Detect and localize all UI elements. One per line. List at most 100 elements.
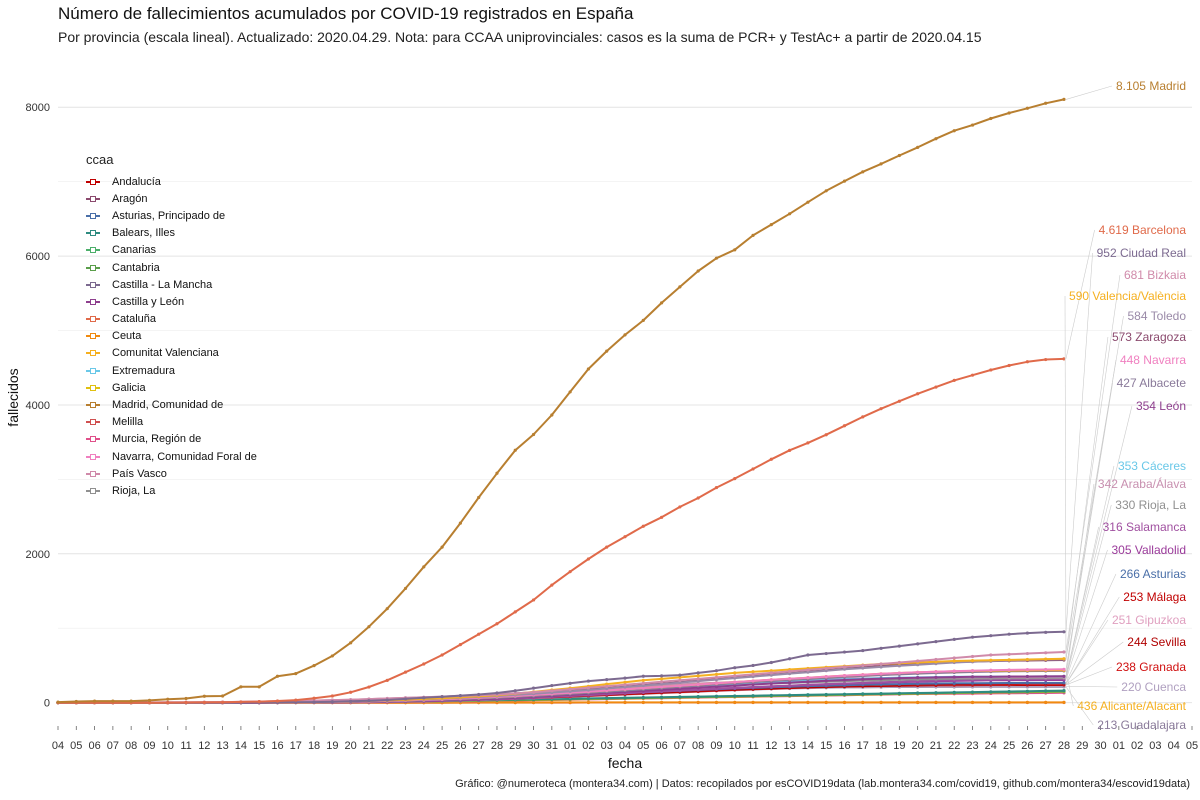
data-point [294,672,298,676]
data-point [605,545,609,549]
data-point [733,674,737,678]
x-tick-label: 31 [546,740,558,752]
data-point [769,673,773,677]
legend-item: Castilla - La Mancha [86,276,257,293]
x-tick-label: 22 [948,740,960,752]
data-point [714,677,719,682]
x-tick-label: 12 [198,740,210,752]
data-point [788,657,792,661]
data-point [842,667,847,671]
data-point [586,700,591,705]
series-end-label: 266 Asturias [1120,567,1186,581]
data-point [806,676,810,680]
data-point [1025,651,1029,656]
series-end-label: 330 Rioja, La [1115,498,1186,512]
data-point [641,674,645,678]
data-point [751,675,755,679]
label-leader-line [1065,685,1118,688]
data-point [605,677,609,682]
x-tick-label: 17 [290,740,302,752]
data-point [934,681,938,686]
legend-key-swatch [86,400,100,410]
series-end-label: 305 Valladolid [1111,543,1186,557]
data-point [879,677,883,681]
data-point [769,669,773,673]
data-point [659,685,664,689]
data-point [1025,674,1029,679]
data-point [166,700,170,705]
data-point [1062,674,1066,678]
data-point [605,349,609,353]
data-point [1025,681,1029,685]
data-point [952,659,956,663]
data-point [641,678,645,682]
data-point [568,700,572,705]
x-tick-label: 04 [52,740,64,752]
data-point [696,269,700,273]
legend-label: Cantabria [112,261,160,274]
data-point [696,694,700,699]
data-point [952,637,956,642]
data-point [806,200,810,204]
data-point [257,700,261,704]
data-point [367,699,371,703]
x-tick-label: 06 [88,740,100,752]
data-point [824,669,828,673]
data-point [1007,111,1011,115]
data-point [879,162,883,166]
legend-label: Extremadura [112,364,175,377]
x-tick-label: 06 [655,740,667,752]
label-leader-line [1065,670,1074,707]
legend-key-swatch [86,245,100,255]
data-point [678,505,682,509]
data-point [989,668,993,672]
x-tick-label: 15 [253,740,265,752]
x-tick-label: 26 [1021,740,1033,752]
x-tick-label: 27 [1040,740,1052,752]
legend-key-swatch [86,228,100,238]
data-point [824,692,828,697]
x-tick-label: 08 [125,740,137,752]
data-point [550,413,554,417]
data-point [641,524,645,528]
data-point [788,212,792,216]
data-point [916,676,920,680]
data-point [934,675,938,679]
data-point [934,670,938,674]
label-leader-line [1065,526,1099,680]
y-tick-label: 2000 [26,549,50,561]
series-end-label: 354 León [1136,399,1186,413]
data-point [586,696,591,700]
data-point [733,671,737,675]
y-tick-label: 8000 [26,102,50,114]
data-point [1025,700,1029,704]
data-point [550,700,554,705]
data-point [696,496,700,500]
data-point [422,696,426,700]
legend-key-swatch [86,314,100,324]
data-point [788,677,792,681]
data-point [989,675,993,679]
data-point [952,675,956,679]
data-point [678,673,682,677]
data-point [970,123,975,127]
data-point [788,448,792,452]
x-tick-label: 15 [820,740,832,752]
legend-key-swatch [86,280,100,290]
legend-items: Andalucía Aragón Asturias, Principado de Ba… [86,173,257,500]
x-tick-label: 21 [930,740,942,752]
data-point [751,672,755,676]
data-point [788,693,792,697]
data-point [989,700,993,704]
data-point [952,690,956,694]
data-point [659,680,664,684]
data-point [147,698,152,702]
legend-item: Balears, Illes [86,225,257,242]
legend-item: Castilla y León [86,293,257,310]
data-point [1044,681,1048,685]
x-tick-label: 13 [216,740,228,752]
data-point [1062,667,1066,671]
data-point [1007,658,1011,662]
data-point [806,680,810,684]
data-point [568,570,572,574]
